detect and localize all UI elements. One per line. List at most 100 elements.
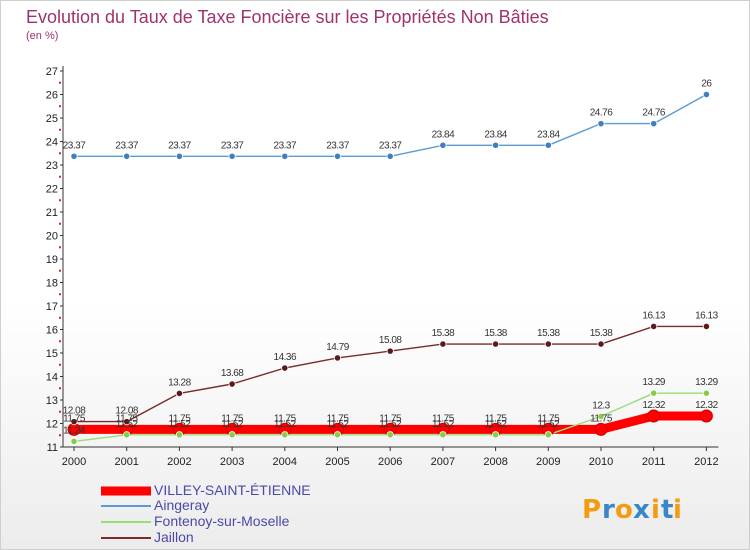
data-label: 24.76 bbox=[590, 108, 613, 119]
x-tick-label: 2002 bbox=[167, 456, 191, 468]
data-point bbox=[650, 389, 658, 397]
data-point bbox=[281, 431, 289, 439]
data-label: 11.75 bbox=[590, 413, 613, 424]
y-minor-tick bbox=[59, 105, 61, 108]
data-label: 11.24 bbox=[63, 425, 86, 436]
data-point bbox=[491, 141, 500, 149]
data-label: 15.38 bbox=[484, 328, 507, 339]
data-point bbox=[386, 152, 394, 160]
data-point bbox=[386, 431, 394, 439]
data-point bbox=[597, 412, 605, 421]
x-tick-label: 2009 bbox=[536, 456, 560, 468]
chart-subtitle: (en %) bbox=[26, 30, 58, 42]
logo-letter: P bbox=[582, 495, 601, 525]
data-label: 12.08 bbox=[63, 406, 86, 417]
data-label: 11.75 bbox=[116, 413, 139, 424]
logo-letter: i bbox=[651, 495, 660, 525]
x-tick-label: 2000 bbox=[62, 456, 86, 468]
data-point bbox=[175, 431, 183, 439]
x-tick-label: 2003 bbox=[220, 456, 244, 468]
data-label: 23.37 bbox=[326, 140, 349, 151]
legend-label: Jaillon bbox=[154, 529, 194, 545]
y-tick-label: 24 bbox=[46, 137, 58, 149]
data-label: 16.13 bbox=[642, 310, 665, 321]
data-point bbox=[491, 340, 500, 348]
y-minor-tick bbox=[59, 152, 61, 155]
data-point bbox=[650, 120, 658, 128]
data-point bbox=[281, 152, 289, 160]
data-point bbox=[544, 340, 552, 348]
data-label: 11.52 bbox=[485, 419, 508, 430]
y-tick-label: 27 bbox=[46, 66, 58, 78]
data-label: 11.52 bbox=[327, 419, 350, 430]
y-minor-tick bbox=[59, 316, 61, 319]
y-tick-label: 22 bbox=[46, 184, 58, 196]
data-label: 23.37 bbox=[168, 140, 191, 151]
legend-label: Fontenoy-sur-Moselle bbox=[154, 513, 290, 529]
data-label: 15.38 bbox=[432, 328, 455, 339]
y-minor-tick bbox=[59, 387, 61, 390]
x-tick-label: 2005 bbox=[325, 456, 349, 468]
legend-label: Aingeray bbox=[154, 497, 209, 513]
data-label: 11.75 bbox=[485, 413, 508, 424]
data-point bbox=[70, 152, 78, 160]
data-label: 11.75 bbox=[221, 413, 244, 424]
y-tick-label: 12 bbox=[46, 419, 58, 431]
y-minor-tick bbox=[59, 293, 61, 296]
x-tick-label: 2001 bbox=[114, 456, 138, 468]
y-tick-label: 15 bbox=[46, 348, 58, 360]
legend-label: VILLEY-SAINT-ÉTIENNE bbox=[154, 482, 311, 498]
x-tick-label: 2010 bbox=[589, 456, 613, 468]
data-point bbox=[386, 347, 394, 355]
data-point bbox=[650, 322, 658, 331]
data-point bbox=[702, 389, 711, 397]
y-minor-tick bbox=[59, 175, 61, 178]
y-minor-tick bbox=[59, 222, 61, 225]
data-label: 13.29 bbox=[695, 377, 718, 388]
y-tick-label: 25 bbox=[46, 113, 58, 125]
data-label: 11.75 bbox=[169, 413, 192, 424]
data-label: 15.38 bbox=[537, 328, 560, 339]
y-tick-label: 23 bbox=[46, 160, 58, 172]
data-label: 13.29 bbox=[642, 377, 665, 388]
data-point bbox=[597, 120, 605, 128]
y-tick-label: 14 bbox=[46, 372, 58, 384]
data-label: 23.84 bbox=[537, 129, 560, 140]
x-tick-label: 2004 bbox=[273, 456, 297, 468]
logo-letter: r bbox=[602, 495, 615, 525]
y-tick-label: 18 bbox=[46, 278, 58, 290]
data-point bbox=[70, 437, 78, 445]
data-label: 12.3 bbox=[592, 400, 610, 411]
data-point bbox=[439, 431, 447, 439]
data-label: 11.52 bbox=[221, 419, 244, 430]
data-label: 11.75 bbox=[432, 413, 455, 424]
data-point bbox=[439, 340, 447, 348]
data-label: 12.08 bbox=[115, 406, 138, 417]
data-point bbox=[333, 354, 342, 362]
data-point bbox=[175, 152, 183, 160]
y-minor-tick bbox=[59, 81, 61, 84]
data-label: 11.52 bbox=[379, 419, 402, 430]
data-label: 11.75 bbox=[63, 413, 86, 424]
logo-letter: o bbox=[615, 495, 633, 525]
data-label: 11.75 bbox=[379, 413, 402, 424]
y-tick-label: 26 bbox=[46, 90, 58, 102]
data-point bbox=[70, 418, 78, 426]
data-point bbox=[647, 409, 661, 423]
y-minor-tick bbox=[59, 269, 61, 272]
data-label: 23.84 bbox=[432, 129, 455, 140]
data-label: 11.75 bbox=[274, 413, 297, 424]
y-tick-label: 11 bbox=[47, 442, 58, 454]
data-point bbox=[702, 90, 711, 99]
data-point bbox=[439, 141, 447, 149]
data-label: 12.32 bbox=[642, 400, 665, 411]
data-point bbox=[544, 141, 552, 149]
data-label: 23.37 bbox=[379, 140, 402, 151]
data-point bbox=[123, 418, 131, 426]
data-point bbox=[175, 389, 183, 398]
data-label: 26 bbox=[701, 79, 712, 90]
data-label: 23.37 bbox=[221, 140, 244, 151]
data-label: 15.38 bbox=[590, 328, 613, 339]
x-tick-label: 2011 bbox=[642, 456, 666, 468]
